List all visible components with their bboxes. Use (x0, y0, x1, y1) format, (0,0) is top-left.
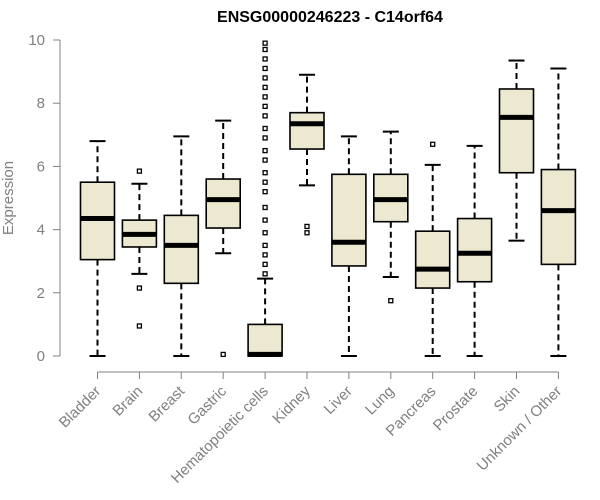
box-iqr (331, 173, 367, 267)
outlier-point (262, 189, 268, 195)
outlier-point (262, 252, 268, 258)
y-axis-title: Expression (0, 161, 17, 235)
outlier-point (262, 147, 268, 154)
box-iqr (247, 323, 283, 357)
outlier-point (262, 217, 268, 223)
box-iqr (498, 88, 535, 174)
box-pancreas (414, 141, 451, 357)
outlier-point (262, 157, 268, 163)
box-gastric (205, 119, 241, 358)
y-tick-label: 6 (37, 158, 45, 175)
x-tick-label: Breast (145, 382, 188, 425)
x-tick-label: Skin (491, 383, 524, 416)
outlier-point (136, 323, 143, 329)
box-hematopoietic-cells (247, 40, 283, 357)
y-tick-label: 10 (28, 32, 45, 49)
x-tick-label: Bladder (56, 383, 105, 432)
box-iqr (205, 178, 241, 229)
box-prostate (456, 144, 493, 357)
y-tick-label: 0 (37, 348, 45, 365)
outlier-point (388, 298, 394, 304)
outlier-point (136, 168, 143, 174)
outlier-point (304, 223, 310, 230)
outlier-point (262, 113, 268, 119)
outlier-point (262, 125, 268, 132)
outlier-point (262, 40, 268, 46)
outlier-point (262, 65, 268, 72)
outlier-point (262, 242, 268, 249)
outlier-point (262, 46, 268, 53)
x-tick-label: Kidney (269, 382, 314, 427)
box-bladder (79, 140, 116, 357)
y-tick-label: 8 (37, 95, 45, 112)
outlier-point (430, 141, 436, 147)
outlier-point (262, 204, 268, 211)
chart-title: ENSG00000246223 - C14orf64 (217, 9, 443, 26)
outlier-point (262, 56, 268, 62)
box-iqr (540, 168, 577, 266)
y-tick-label: 2 (37, 285, 45, 302)
outlier-point (262, 135, 268, 141)
box-iqr (163, 214, 200, 285)
box-iqr (414, 230, 451, 289)
outlier-point (262, 170, 268, 176)
box-iqr (456, 217, 493, 283)
plot-area (79, 40, 577, 358)
y-tick-label: 4 (37, 222, 45, 239)
box-skin (498, 59, 535, 242)
outlier-point (262, 103, 268, 110)
box-lung (372, 130, 409, 304)
outlier-point (262, 75, 268, 81)
outlier-point (262, 179, 268, 185)
x-tick-label: Lung (362, 383, 398, 419)
outlier-point (262, 261, 268, 268)
box-unknown-other (540, 67, 577, 357)
x-tick-label: Prostate (430, 383, 482, 435)
x-tick-label: Liver (321, 383, 356, 418)
box-liver (331, 135, 367, 357)
box-kidney (289, 73, 325, 236)
outlier-point (304, 230, 310, 236)
outlier-point (262, 230, 268, 236)
outlier-point (262, 94, 268, 100)
outlier-point (136, 285, 143, 291)
outlier-point (220, 351, 226, 358)
outlier-point (262, 84, 268, 91)
box-iqr (289, 111, 325, 150)
y-axis: 0 2 4 6 8 10 (28, 32, 61, 365)
box-breast (163, 135, 200, 357)
x-tick-label: Brain (109, 383, 146, 420)
outlier-point (262, 271, 268, 277)
box-brain (121, 168, 158, 329)
